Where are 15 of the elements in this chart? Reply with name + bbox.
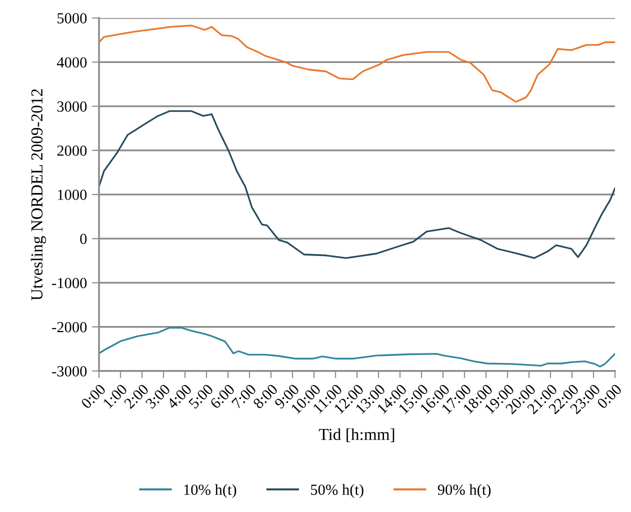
y-tick-label: -2000 — [52, 322, 87, 332]
legend-label: 90% h(t) — [438, 484, 491, 498]
y-tick-label: 0 — [80, 234, 87, 244]
y-tick-label: -3000 — [52, 366, 87, 376]
x-tick-label: 0:00 — [596, 384, 622, 410]
legend-label: 50% h(t) — [311, 484, 364, 498]
y-tick-label: 2000 — [57, 146, 87, 156]
y-tick-label: 5000 — [58, 13, 87, 24]
y-tick-label: 1000 — [58, 190, 87, 200]
y-tick-label: 3000 — [57, 101, 87, 112]
y-axis-title: Utvesling NORDEL 2009-2012 — [30, 89, 46, 300]
x-axis-title: Tid [h:mm] — [318, 428, 394, 442]
y-tick-label: 4000 — [56, 57, 87, 68]
legend-label: 10% h(t) — [184, 484, 236, 498]
y-tick-label: -1000 — [52, 278, 87, 288]
